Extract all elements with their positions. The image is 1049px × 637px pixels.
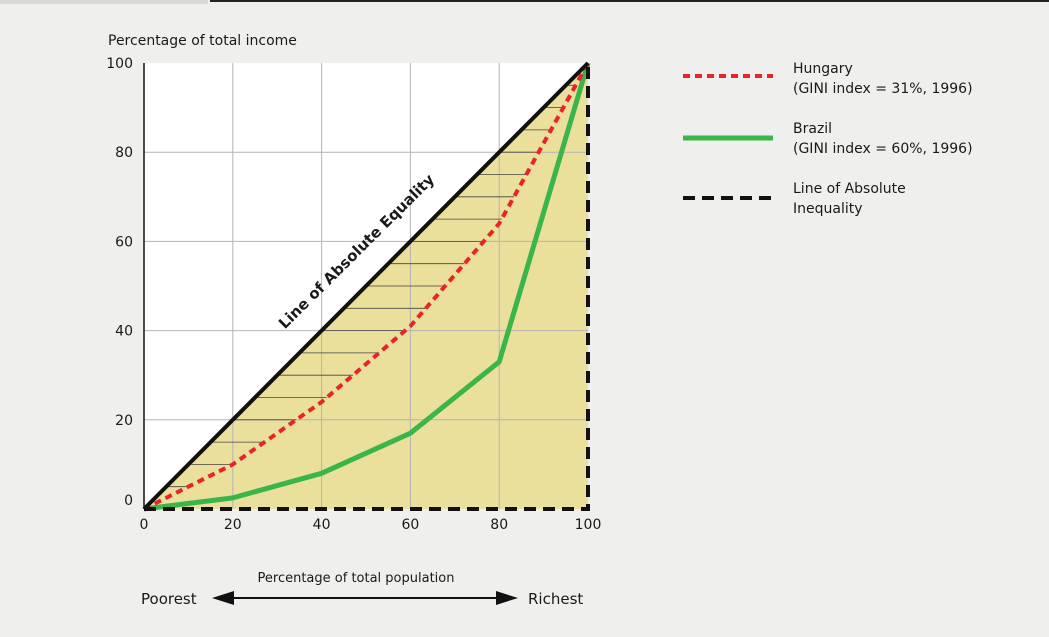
y-tick-label-80: 80 (115, 145, 133, 161)
hungary-series-line (143, 62, 590, 511)
header-strip-left (0, 0, 208, 4)
y-tick-label-60: 60 (115, 234, 133, 250)
x-tick-label-20: 20 (224, 517, 242, 533)
y-tick-label-40: 40 (115, 324, 133, 340)
legend-brazil-detail: (GINI index = 60%, 1996) (793, 141, 973, 157)
poorest-label: Poorest (141, 590, 197, 608)
y-tick-label-20: 20 (115, 413, 133, 429)
legend-hungary-name: Hungary (793, 61, 853, 77)
inequality-line (144, 63, 590, 511)
x-axis-label: Percentage of total population (258, 571, 455, 586)
brazil-series-line (143, 62, 591, 512)
legend: Hungary (GINI index = 31%, 1996) Brazil … (683, 61, 973, 217)
legend-brazil-name: Brazil (793, 121, 832, 137)
tick-labels: 0 20 40 60 80 100 0 20 40 60 80 100 (106, 56, 601, 533)
x-tick-label-0: 0 (140, 517, 149, 533)
y-axis-label: Percentage of total income (108, 33, 297, 49)
header-strip-right (210, 0, 1049, 2)
legend-hungary-detail: (GINI index = 31%, 1996) (793, 81, 973, 97)
legend-inequality-detail: Inequality (793, 201, 863, 217)
x-tick-label-40: 40 (313, 517, 331, 533)
x-tick-label-60: 60 (401, 517, 419, 533)
legend-inequality-name: Line of Absolute (793, 181, 906, 197)
y-tick-label-0: 0 (124, 493, 133, 509)
x-tick-label-100: 100 (575, 517, 602, 533)
x-tick-label-80: 80 (490, 517, 508, 533)
equality-line (142, 61, 590, 511)
arrow-left-icon (212, 591, 234, 605)
arrow-right-icon (496, 591, 518, 605)
y-tick-label-100: 100 (106, 56, 133, 72)
richest-label: Richest (528, 590, 583, 608)
hatch-lines (166, 84, 576, 488)
